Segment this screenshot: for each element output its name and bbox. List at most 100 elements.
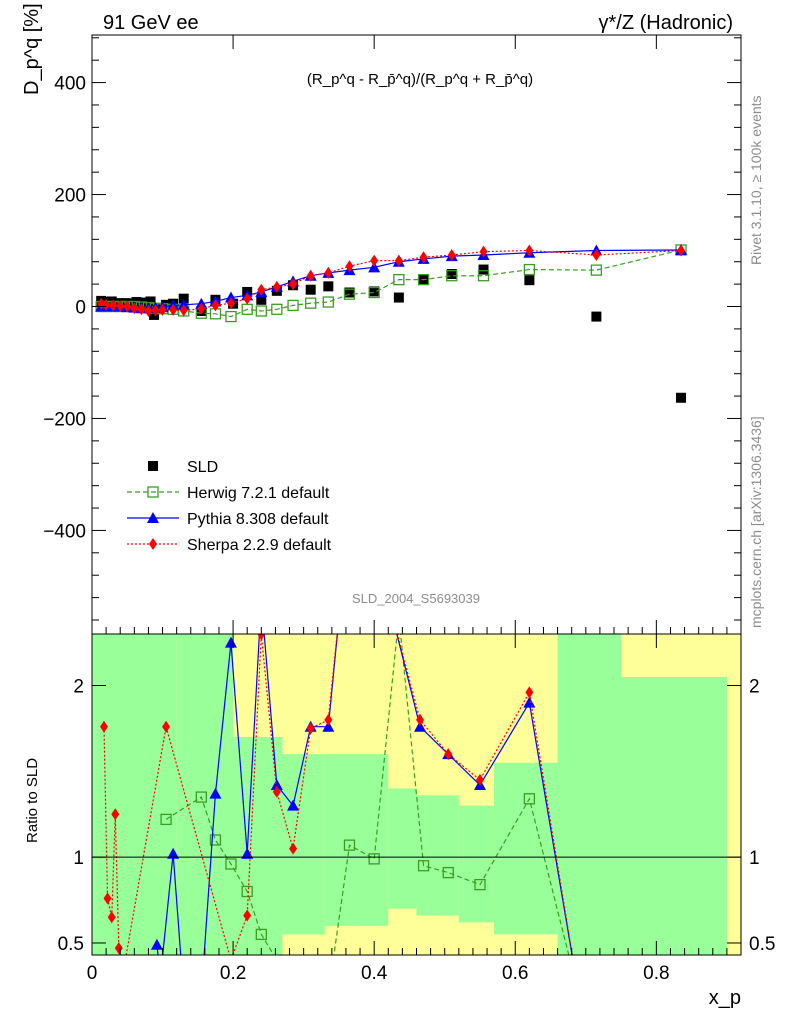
sherpa-point	[118, 971, 126, 983]
legend-entry-label: Sherpa 2.2.9 default	[187, 537, 332, 554]
main-y-tick-label: 200	[54, 186, 86, 207]
axes-frame: −400 −200 0 200 400 0.5 0.5 1 1 2 2 0 0.2 0.4 0.6 0.8	[43, 34, 775, 984]
sld-data-point	[256, 294, 267, 305]
pythia-point	[336, 577, 348, 588]
x-tick-label: 0.8	[643, 963, 669, 984]
pythia-point	[414, 720, 427, 732]
sld-data-point	[148, 461, 158, 471]
pythia-point	[255, 594, 267, 605]
ratio-y-tick-label: 0.5	[58, 934, 84, 955]
sherpa-point	[102, 298, 111, 311]
sherpa-point	[447, 249, 456, 262]
ratio-band-1sigma	[176, 634, 234, 955]
herwig-point	[343, 839, 356, 851]
sherpa-point	[137, 303, 146, 316]
sherpa-point	[123, 300, 132, 313]
sld-data-point	[178, 293, 189, 304]
main-series-line	[101, 249, 682, 318]
ratio-y-tick-label-right: 2	[749, 676, 760, 697]
herwig-point	[477, 270, 490, 282]
sherpa-point	[211, 299, 220, 312]
ratio-band-1sigma	[458, 805, 495, 923]
herwig-point	[368, 286, 380, 299]
ratio-band-1sigma	[324, 754, 389, 926]
ratio-clip-group	[99, 577, 585, 1000]
ratio-band-1sigma	[557, 634, 727, 955]
rivet-version-label: Rivet 3.1.10, ≥ 100k events	[748, 95, 764, 265]
sherpa-point	[144, 304, 153, 317]
sld-data-point	[323, 281, 334, 292]
sherpa-point	[575, 988, 583, 1000]
herwig-point	[394, 612, 404, 622]
sherpa-point	[475, 773, 484, 786]
pythia-point	[573, 988, 585, 999]
herwig-point	[160, 813, 172, 826]
sherpa-point	[116, 299, 125, 312]
sherpa-point	[479, 245, 488, 258]
herwig-point	[147, 486, 159, 498]
herwig-point	[255, 928, 267, 941]
herwig-point	[305, 297, 317, 309]
header-right-title: γ*/Z (Hadronic)	[599, 12, 733, 34]
sherpa-point	[111, 808, 120, 821]
ratio-y-tick-label: 1	[73, 848, 84, 869]
sld-data-point	[369, 286, 380, 297]
sherpa-point	[149, 538, 157, 550]
herwig-point	[446, 270, 458, 282]
legend: SLD Herwig 7.2.1 default Pythia 8.308 defa…	[127, 459, 332, 554]
pythia-point	[224, 291, 237, 303]
formula-annotation: (R_p^q - R_p̄^q)/(R_p^q + R_p̄^q)	[307, 71, 533, 88]
pythia-point	[209, 787, 222, 799]
analysis-tag: SLD_2004_S5693039	[352, 591, 480, 606]
x-tick-label: 0	[87, 963, 98, 984]
sherpa-point	[525, 244, 534, 257]
ratio-band-1sigma	[416, 795, 459, 916]
sherpa-point	[243, 292, 252, 305]
main-y-axis-label: D_p^q [%]	[21, 3, 43, 95]
ratio-band-1sigma	[282, 754, 325, 935]
sherpa-point	[99, 720, 108, 733]
x-tick-label: 0.2	[220, 963, 246, 984]
sld-data-point	[393, 292, 404, 303]
mcplots-label: mcplots.cern.ch [arXiv:1306.3436]	[748, 416, 764, 628]
herwig-point	[241, 885, 253, 898]
legend-entry-label: SLD	[187, 459, 218, 476]
sherpa-point	[592, 249, 601, 262]
x-tick-label: 0.4	[361, 963, 388, 984]
ratio-band-2sigma	[621, 634, 727, 677]
herwig-point	[255, 305, 267, 317]
pythia-point	[287, 799, 300, 811]
sherpa-point	[169, 303, 178, 316]
pythia-point	[147, 512, 159, 523]
sherpa-point	[394, 254, 403, 267]
sld-data-point	[149, 309, 160, 320]
x-tick-label: 0.6	[502, 963, 528, 984]
sherpa-point	[257, 283, 266, 296]
sherpa-point	[419, 251, 428, 264]
herwig-point	[323, 989, 333, 999]
pythia-point	[368, 261, 381, 273]
herwig-point	[417, 860, 430, 872]
sherpa-point	[289, 842, 298, 855]
ratio-y-axis-label: Ratio to SLD	[24, 758, 41, 843]
sherpa-point	[130, 302, 139, 315]
sherpa-point	[107, 911, 116, 924]
herwig-point	[343, 288, 356, 300]
herwig-point	[271, 954, 283, 955]
herwig-point	[523, 793, 536, 805]
ratio-y-tick-label-right: 0.5	[749, 934, 775, 955]
sld-data-point	[478, 264, 489, 275]
ratio-y-tick-label: 2	[73, 676, 84, 697]
sld-data-point	[591, 311, 602, 322]
sherpa-point	[109, 299, 118, 312]
sld-data-point	[524, 275, 535, 286]
sld-data-point	[676, 392, 687, 403]
ratio-band-1sigma	[388, 788, 417, 909]
sherpa-point	[162, 720, 171, 733]
main-y-tick-label: −400	[43, 521, 86, 542]
sherpa-point	[197, 302, 206, 315]
pythia-point	[195, 988, 207, 999]
legend-entry-label: Herwig 7.2.1 default	[187, 485, 330, 502]
ratio-band-1sigma	[494, 762, 558, 935]
sherpa-point	[243, 909, 252, 922]
